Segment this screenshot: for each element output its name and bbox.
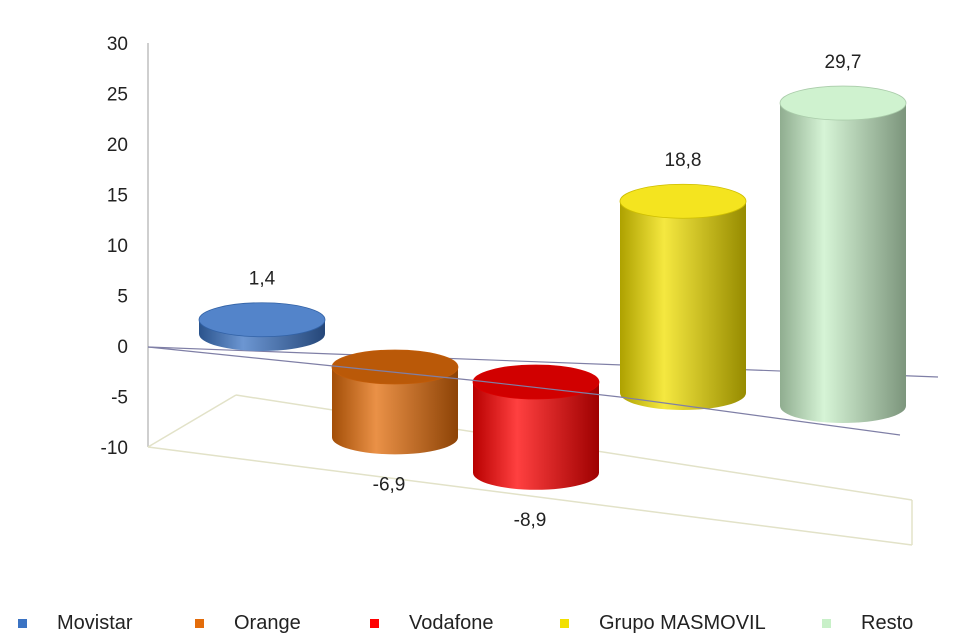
bar-movistar: [198, 302, 326, 351]
y-tick-label: 20: [107, 135, 128, 156]
legend-item-grupo-masmovil: Grupo MASMOVIL: [560, 608, 766, 638]
bar-top: [331, 349, 459, 385]
bar-body: [620, 201, 746, 410]
bar-top: [779, 85, 907, 121]
bar-body: [332, 367, 458, 455]
bar-orange: [331, 349, 459, 455]
floor-front-edge: [147, 446, 913, 546]
floor-back-edge: [147, 394, 237, 448]
data-label-movistar: 1,4: [249, 269, 276, 290]
legend-swatch: [560, 618, 569, 628]
legend-label: Vodafone: [409, 611, 494, 634]
legend-item-movistar: Movistar: [18, 608, 133, 638]
legend-label: Orange: [234, 611, 301, 634]
bars: [198, 85, 907, 490]
y-tick-labels: 30 25 20 15 10 5 0 -5 -10: [101, 34, 128, 459]
y-tick-label: 15: [107, 186, 128, 207]
y-tick-label: 5: [117, 287, 128, 308]
zero-line-front: [147, 346, 901, 436]
legend: Movistar Orange Vodafone Grupo MASMOVIL Rest…: [0, 608, 958, 638]
y-tick-label: 25: [107, 85, 128, 106]
legend-label: Grupo MASMOVIL: [599, 611, 766, 634]
legend-label: Resto: [861, 611, 914, 634]
y-tick-label: -10: [101, 438, 128, 459]
bar-body: [473, 382, 599, 490]
legend-swatch: [822, 618, 831, 628]
data-label-orange: -6,9: [373, 474, 406, 495]
y-tick-label: 10: [107, 236, 128, 257]
data-label-vodafone: -8,9: [514, 510, 547, 531]
legend-item-vodafone: Vodafone: [370, 608, 494, 638]
y-tick-label: -5: [111, 388, 128, 409]
bar-top: [198, 302, 326, 338]
bar-resto: [779, 85, 907, 423]
bar-grupo-masmovil: [619, 183, 747, 410]
legend-swatch: [18, 618, 27, 628]
y-tick-label: 0: [117, 337, 128, 358]
legend-item-orange: Orange: [195, 608, 301, 638]
legend-swatch: [370, 618, 379, 628]
bar-vodafone: [472, 364, 600, 490]
bar-body: [780, 103, 906, 423]
data-labels: 1,4 -6,9 -8,9 18,8 29,7: [249, 52, 862, 531]
legend-label: Movistar: [57, 611, 133, 634]
data-label-grupo-masmovil: 18,8: [665, 150, 702, 171]
data-label-resto: 29,7: [825, 52, 862, 73]
legend-swatch: [195, 618, 204, 628]
y-tick-label: 30: [107, 34, 128, 55]
bar-top: [619, 183, 747, 219]
zero-plane-front: [147, 346, 901, 436]
legend-item-resto: Resto: [822, 608, 913, 638]
